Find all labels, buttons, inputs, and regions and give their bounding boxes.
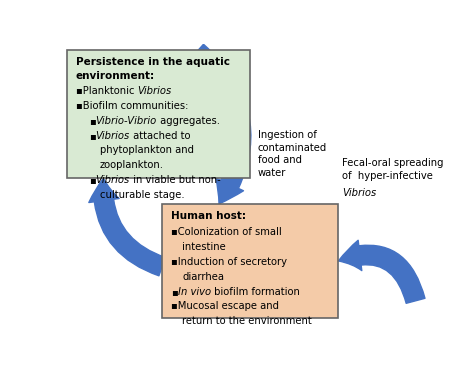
Text: ▪: ▪ xyxy=(89,175,95,185)
Text: In vivo: In vivo xyxy=(178,287,211,297)
FancyBboxPatch shape xyxy=(66,50,250,178)
FancyArrowPatch shape xyxy=(191,44,251,204)
Text: attached to: attached to xyxy=(129,131,190,141)
FancyArrowPatch shape xyxy=(89,178,165,276)
Text: culturable stage.: culturable stage. xyxy=(100,190,184,200)
Text: Vibrios: Vibrios xyxy=(342,188,376,198)
Text: aggregates.: aggregates. xyxy=(156,116,219,126)
FancyArrowPatch shape xyxy=(338,240,425,303)
Text: ▪Colonization of small: ▪Colonization of small xyxy=(171,227,282,238)
Text: biofilm formation: biofilm formation xyxy=(211,287,300,297)
Text: ▪Induction of secretory: ▪Induction of secretory xyxy=(171,257,287,267)
Text: Fecal-oral spreading
of  hyper-infective: Fecal-oral spreading of hyper-infective xyxy=(342,158,444,181)
Text: Vibrio-Vibrio: Vibrio-Vibrio xyxy=(95,116,156,126)
Text: intestine: intestine xyxy=(182,242,226,252)
Text: Vibrios: Vibrios xyxy=(137,86,172,96)
Text: ▪Mucosal escape and: ▪Mucosal escape and xyxy=(171,302,279,312)
Text: phytoplankton and: phytoplankton and xyxy=(100,145,194,155)
Text: ▪Planktonic: ▪Planktonic xyxy=(76,86,137,96)
Text: return to the environment: return to the environment xyxy=(182,316,312,326)
Text: ▪: ▪ xyxy=(89,116,95,126)
Text: Human host:: Human host: xyxy=(171,211,246,221)
Text: ▪: ▪ xyxy=(171,287,178,297)
Text: ▪: ▪ xyxy=(89,131,95,141)
Text: ▪Biofilm communities:: ▪Biofilm communities: xyxy=(76,101,188,111)
Text: Ingestion of
contaminated
food and
water: Ingestion of contaminated food and water xyxy=(258,130,327,178)
Text: in viable but non-: in viable but non- xyxy=(129,175,220,185)
Text: Vibrios: Vibrios xyxy=(95,131,129,141)
Text: zooplankton.: zooplankton. xyxy=(100,160,164,170)
Text: Vibrios: Vibrios xyxy=(95,175,129,185)
Text: environment:: environment: xyxy=(76,71,155,81)
Text: diarrhea: diarrhea xyxy=(182,272,224,282)
Text: Persistence in the aquatic: Persistence in the aquatic xyxy=(76,57,230,67)
FancyBboxPatch shape xyxy=(162,204,338,318)
